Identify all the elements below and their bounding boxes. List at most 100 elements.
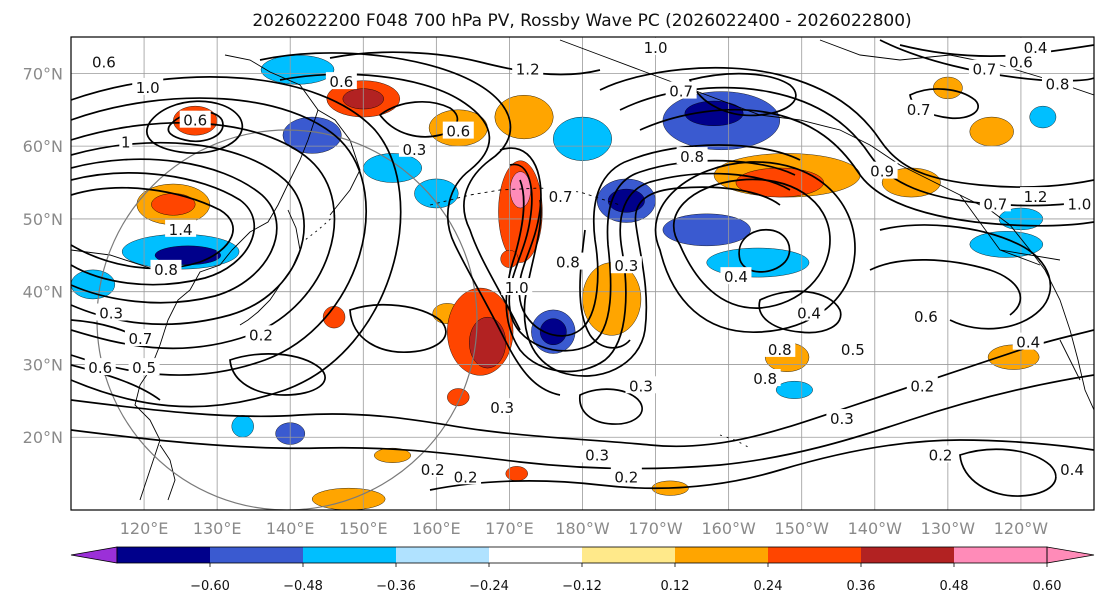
contour-label: 1.2 [516,61,540,79]
contour-label: 0.4 [1060,461,1084,479]
contour-label: 1.0 [505,279,529,297]
contour-line [523,186,781,377]
contour-label: 0.7 [983,195,1007,213]
colorbar-tick-label: 0.36 [847,579,876,594]
contour-label-background [1063,194,1094,212]
colorbar-segment [117,547,211,563]
contour-labels: 0.6 1.0 1.4 0.6 1 0.8 0.6 0.6 0.3 1.0 1.2 0.7 0.8 0.7… [84,37,1094,486]
contour-line [71,364,161,401]
anomaly-blob [260,54,335,85]
contour-label: 0.6 [1009,53,1033,71]
contour-label-background [1020,37,1052,55]
colorbar-tick-label: 0.24 [754,579,783,594]
colorbar-tick-label: 0.48 [940,579,969,594]
graticule [71,37,1094,510]
contour-line [599,66,1094,188]
longitude-tick-label: 170°W [628,519,683,538]
contour-label: 0.2 [929,446,953,464]
contour-line [654,161,856,333]
contour-line [499,144,801,337]
chart-title: 2026022200 F048 700 hPa PV, Rossby Wave … [252,11,911,31]
colorbar-tick-label: −0.24 [469,579,509,594]
aleutian-islands [429,187,621,206]
contour-label: 0.2 [249,326,273,344]
contour-label: 0.8 [154,261,178,279]
contour-label: 0.2 [454,468,478,486]
contour-line [508,159,796,352]
contour-line [71,172,256,286]
contour-line [229,353,326,396]
contour-line [579,388,643,425]
contour-line [619,86,1094,207]
anomaly-blob [1029,105,1057,129]
colorbar-segment [861,547,955,563]
contour-label-background [128,358,160,376]
contour-label: 0.3 [403,141,427,159]
contour-label-background [398,139,430,157]
contour-label: 0.4 [724,268,748,286]
contour-line [71,141,305,326]
anomaly-blob [374,447,411,463]
colorbar-segment [768,547,862,563]
contour-label-background [837,339,869,357]
contour-line [71,186,234,270]
contour-label-background [442,121,474,139]
map-frame [70,36,1095,511]
contour-line [505,172,791,373]
contour-label-background [968,59,1000,77]
contour-line [71,374,1094,470]
contour-label: 0.3 [490,399,514,417]
colorbar-segment [210,547,304,563]
contour-label: 0.4 [1016,334,1040,352]
contour-label-background [1020,187,1052,205]
longitude-tick-label: 130°E [193,519,242,538]
contour-label: 0.9 [870,163,894,181]
colorbar: −0.60 −0.48 −0.36 −0.24 −0.12 0.12 0.24 0.36 0.4… [70,546,1095,594]
contour-label: 1.2 [1024,188,1048,206]
contour-line [71,329,1094,448]
contour-label: 0.7 [907,101,931,119]
contour-label-background [1041,74,1073,92]
latitude-axis-labels: 20°N 30°N 40°N 50°N 60°N 70°N [23,64,63,447]
anomaly-blob [509,171,531,209]
anomaly-blob [494,95,554,140]
longitude-axis-labels: 120°E 130°E 140°E 150°E 160°E 170°E 180°W 170°W… [120,519,1049,538]
colorbar-tick-label: 0.60 [1033,579,1062,594]
contour-label: 0.3 [629,377,653,395]
contour-label-background [676,147,708,165]
colorbar-segment [303,547,397,563]
contour-label-background [625,376,657,394]
contour-line [279,73,561,396]
colorbar-tick-label: 0.12 [661,579,690,594]
contour-line [738,229,791,273]
contour-label: 0.5 [132,359,156,377]
colorbar-segment [582,547,676,563]
longitude-tick-label: 160°W [701,519,756,538]
colorbar-tick-label: −0.48 [283,579,323,594]
contour-label-background [119,132,133,150]
longitude-tick-label: 140°W [848,519,903,538]
contour-label-background [764,339,796,357]
contour-label-background [610,467,642,485]
contour-label: 0.6 [446,123,470,141]
colorbar-extend-min [70,546,118,564]
contour-label-background [165,219,197,237]
contour-label-background [925,445,957,463]
contour-label: 0.6 [183,112,207,130]
latitude-tick-label: 30°N [23,355,63,374]
longitude-tick-label: 150°E [339,519,388,538]
contour-label: 0.4 [1024,39,1048,57]
longitude-tick-label: 120°W [994,519,1049,538]
contour-label-background [1056,459,1088,477]
contour-label-background [84,358,116,376]
contour-line [869,259,1022,316]
contour-line [879,224,1052,330]
contour-label-background [88,52,120,70]
latitude-tick-label: 40°N [23,283,63,302]
contour-line [758,290,842,334]
colorbar-extend-max [1046,546,1095,564]
contour-label: 1.0 [136,79,160,97]
contour-label-background [552,252,584,270]
contour-line [349,304,447,353]
contour-label-background [749,369,781,387]
